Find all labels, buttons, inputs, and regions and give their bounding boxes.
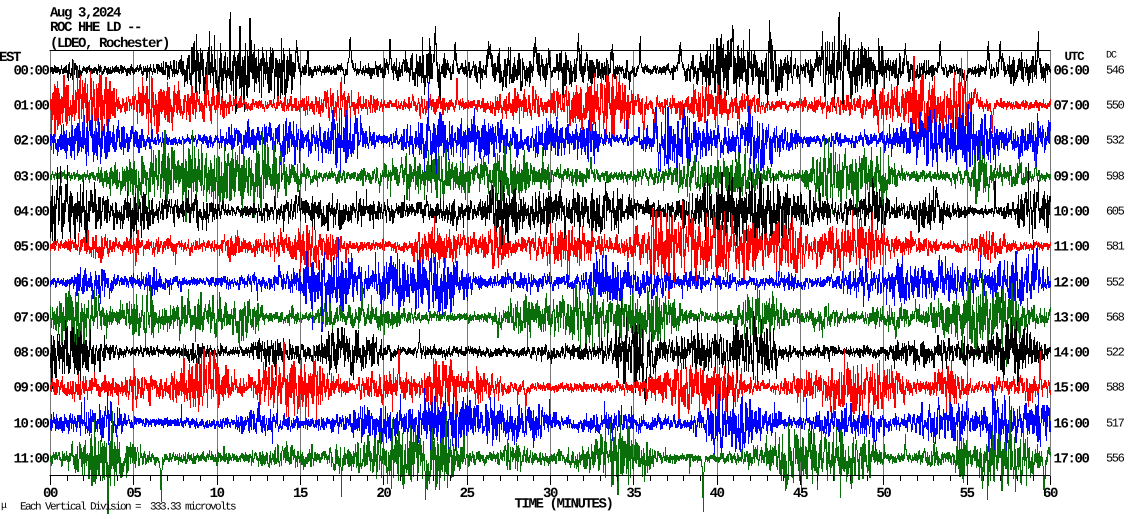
svg-text:10:00: 10:00 bbox=[1054, 205, 1090, 221]
svg-text:546: 546 bbox=[1106, 64, 1125, 78]
svg-text:05:00: 05:00 bbox=[13, 240, 49, 256]
svg-text:UTC: UTC bbox=[1065, 50, 1086, 64]
svg-text:EST: EST bbox=[0, 50, 21, 66]
svg-text:30: 30 bbox=[543, 486, 558, 502]
svg-text:08:00: 08:00 bbox=[13, 346, 49, 362]
svg-text:17:00: 17:00 bbox=[1054, 452, 1090, 468]
svg-text:Aug 3,2024: Aug 3,2024 bbox=[50, 5, 121, 21]
svg-text:Each Vertical Division = 333.: Each Vertical Division = 333.33 microvol… bbox=[20, 502, 236, 514]
svg-text:02:00: 02:00 bbox=[13, 134, 49, 150]
svg-text:15:00: 15:00 bbox=[1054, 381, 1090, 397]
svg-text:45: 45 bbox=[793, 486, 808, 502]
svg-text:09:00: 09:00 bbox=[13, 381, 49, 397]
svg-text:01:00: 01:00 bbox=[13, 99, 49, 115]
svg-text:00:00: 00:00 bbox=[13, 64, 49, 80]
svg-text:11:00: 11:00 bbox=[13, 452, 49, 468]
svg-text:06:00: 06:00 bbox=[13, 276, 49, 292]
svg-text:ROC HHE LD --: ROC HHE LD -- bbox=[50, 20, 141, 36]
svg-text:25: 25 bbox=[460, 486, 475, 502]
svg-text:16:00: 16:00 bbox=[1054, 417, 1090, 433]
svg-text:605: 605 bbox=[1106, 205, 1125, 219]
svg-text:10: 10 bbox=[210, 486, 225, 502]
svg-text:50: 50 bbox=[876, 486, 891, 502]
svg-text:15: 15 bbox=[293, 486, 308, 502]
svg-text:550: 550 bbox=[1106, 99, 1125, 113]
svg-text:07:00: 07:00 bbox=[1054, 99, 1090, 115]
svg-text:TIME (MINUTES): TIME (MINUTES) bbox=[514, 497, 612, 513]
svg-text:DC: DC bbox=[1106, 51, 1117, 62]
svg-text:568: 568 bbox=[1106, 311, 1125, 325]
svg-text:09:00: 09:00 bbox=[1054, 170, 1090, 186]
svg-text:(LDEO, Rochester): (LDEO, Rochester) bbox=[50, 36, 169, 52]
svg-text:08:00: 08:00 bbox=[1054, 134, 1090, 150]
svg-text:532: 532 bbox=[1106, 134, 1125, 148]
svg-text:60: 60 bbox=[1043, 486, 1058, 502]
svg-text:522: 522 bbox=[1106, 346, 1125, 360]
svg-text:55: 55 bbox=[960, 486, 975, 502]
svg-text:13:00: 13:00 bbox=[1054, 311, 1090, 327]
svg-text:11:00: 11:00 bbox=[1054, 240, 1090, 256]
svg-text:00: 00 bbox=[43, 486, 58, 502]
svg-text:06:00: 06:00 bbox=[1054, 64, 1090, 80]
svg-text:07:00: 07:00 bbox=[13, 311, 49, 327]
svg-text:10:00: 10:00 bbox=[13, 417, 49, 433]
svg-text:05: 05 bbox=[126, 486, 141, 502]
svg-text:40: 40 bbox=[710, 486, 725, 502]
svg-text:552: 552 bbox=[1106, 276, 1125, 290]
svg-text:556: 556 bbox=[1106, 452, 1125, 466]
svg-text:517: 517 bbox=[1106, 417, 1125, 431]
svg-text:581: 581 bbox=[1106, 240, 1125, 254]
svg-text:03:00: 03:00 bbox=[13, 170, 49, 186]
svg-text:04:00: 04:00 bbox=[13, 205, 49, 221]
svg-text:598: 598 bbox=[1106, 170, 1125, 184]
svg-text:20: 20 bbox=[376, 486, 391, 502]
svg-text:14:00: 14:00 bbox=[1054, 346, 1090, 362]
svg-text:588: 588 bbox=[1106, 381, 1125, 395]
svg-text:35: 35 bbox=[626, 486, 641, 502]
svg-text:μ: μ bbox=[1, 501, 7, 512]
svg-text:12:00: 12:00 bbox=[1054, 276, 1090, 292]
